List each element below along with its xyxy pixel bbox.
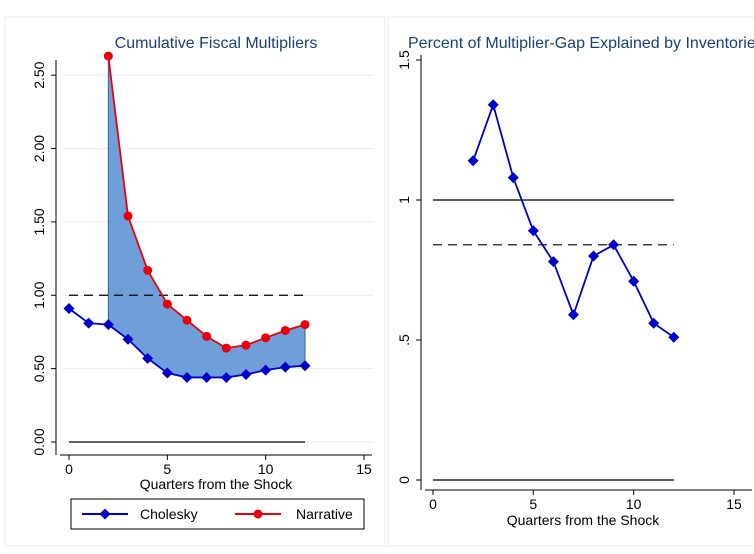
data-point (221, 343, 231, 353)
legend-marker-cholesky (99, 508, 111, 520)
left-chart-title: Cumulative Fiscal Multipliers (115, 35, 318, 52)
x-tick-label: 10 (258, 461, 274, 477)
data-point (182, 315, 192, 325)
legend-box (70, 498, 365, 530)
data-point (648, 317, 660, 329)
data-point (261, 333, 271, 343)
data-point (467, 155, 479, 167)
y-tick-label: 1 (396, 196, 412, 204)
data-point (280, 325, 290, 335)
cumulative-multipliers-chart: Cumulative Fiscal Multipliers 0.00 0.50 1.… (31, 35, 374, 530)
data-point (299, 360, 311, 372)
data-point (142, 352, 154, 364)
data-point (628, 275, 640, 287)
x-tick-label: 5 (163, 461, 171, 477)
y-tick-label: 0.00 (31, 428, 47, 455)
data-point (260, 364, 272, 376)
data-point (300, 320, 310, 330)
data-point (527, 225, 539, 237)
data-point (201, 371, 213, 383)
y-tick-label: 1.5 (396, 50, 412, 70)
data-point (202, 331, 212, 341)
y-tick-label: 2.00 (31, 135, 47, 162)
data-point (507, 172, 519, 184)
x-tick-label: 15 (726, 496, 742, 512)
x-tick-label: 5 (529, 496, 537, 512)
inventory-gap-chart: Percent of Multiplier-Gap Explained by I… (396, 35, 754, 528)
data-point (122, 333, 134, 345)
data-point (220, 371, 232, 383)
data-point (103, 51, 113, 61)
data-point (588, 250, 600, 262)
data-point (143, 265, 153, 275)
left-panel-frame (4, 16, 386, 547)
legend-marker-narrative (253, 509, 263, 519)
legend-label-cholesky: Cholesky (140, 506, 198, 522)
data-point (181, 371, 193, 383)
y-tick-label: 1.00 (31, 281, 47, 308)
x-tick-label: 0 (65, 461, 73, 477)
y-tick-label: 2.50 (31, 61, 47, 88)
data-point (279, 361, 291, 373)
data-point (102, 319, 114, 331)
y-tick-label: .5 (396, 334, 412, 346)
right-x-axis-label: Quarters from the Shock (507, 512, 661, 528)
data-point (547, 256, 559, 268)
x-tick-label: 15 (356, 461, 372, 477)
data-point (241, 340, 251, 350)
data-point (240, 369, 252, 381)
data-point (161, 367, 173, 379)
data-point (567, 309, 579, 321)
y-tick-label: 0.50 (31, 355, 47, 382)
legend: Cholesky Narrative (70, 498, 365, 530)
y-tick-label: 1.50 (31, 208, 47, 235)
right-panel-frame (387, 16, 754, 547)
legend-label-narrative: Narrative (296, 506, 353, 522)
left-x-axis-label: Quarters from the Shock (140, 476, 294, 492)
data-point (123, 211, 133, 221)
data-point (83, 317, 95, 329)
x-tick-label: 0 (429, 496, 437, 512)
data-point (668, 331, 680, 343)
data-point (162, 299, 172, 309)
data-point (63, 302, 75, 314)
x-tick-label: 10 (626, 496, 642, 512)
right-chart-title: Percent of Multiplier-Gap Explained by I… (408, 35, 754, 52)
data-point (487, 99, 499, 111)
y-tick-label: 0 (396, 476, 412, 484)
data-point (608, 239, 620, 251)
